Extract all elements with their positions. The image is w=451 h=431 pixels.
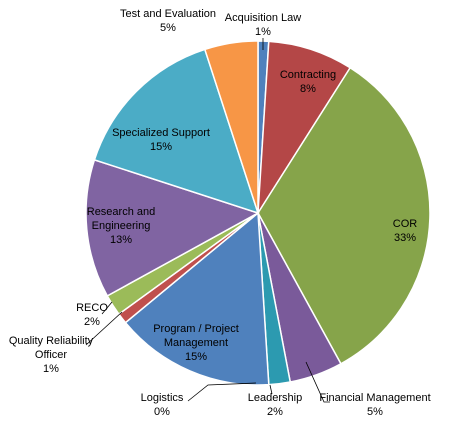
label-quality-reliability-2: Officer (35, 349, 68, 361)
label-reco: RECO (76, 302, 108, 314)
pct-reco: 2% (84, 316, 100, 328)
pct-contracting: 8% (300, 83, 316, 95)
label-program-project-management-1: Program / Project (153, 323, 239, 335)
label-test-evaluation: Test and Evaluation (120, 8, 216, 20)
label-program-project-management-2: Management (164, 337, 228, 349)
pct-specialized-support: 15% (150, 141, 172, 153)
label-leadership: Leadership (248, 392, 302, 404)
pct-research-engineering: 13% (110, 234, 132, 246)
pct-acquisition-law: 1% (255, 26, 271, 38)
slice-specialized-support (93, 48, 260, 215)
label-acquisition-law: Acquisition Law (225, 12, 301, 24)
label-logistics: Logistics (141, 392, 184, 404)
pie-slices (85, 40, 431, 386)
slice-test-and-evaluation (203, 40, 259, 214)
leader-leadership (269, 384, 273, 395)
pct-program-project-management: 15% (185, 351, 207, 363)
pct-leadership: 2% (267, 406, 283, 418)
label-research-engineering-2: Engineering (92, 220, 151, 232)
pct-financial-management: 5% (367, 406, 383, 418)
slice-research-and-engineering (85, 158, 260, 297)
slice-program-project-management (124, 211, 270, 386)
pct-test-evaluation: 5% (160, 22, 176, 34)
pct-quality-reliability: 1% (43, 363, 59, 375)
pct-cor: 33% (394, 232, 416, 244)
label-research-engineering-1: Research and (87, 206, 156, 218)
label-quality-reliability-1: Quality Reliability (9, 335, 94, 347)
pct-logistics: 0% (154, 406, 170, 418)
leader-quality-reliability (85, 311, 123, 346)
label-contracting: Contracting (280, 69, 336, 81)
leader-financial-management (305, 361, 330, 403)
leader-logistics (187, 382, 257, 402)
label-cor: COR (393, 218, 418, 230)
leader-reco (101, 301, 113, 315)
label-specialized-support: Specialized Support (112, 127, 210, 139)
leader-lines (85, 38, 330, 403)
label-financial-management: Financial Management (319, 392, 430, 404)
